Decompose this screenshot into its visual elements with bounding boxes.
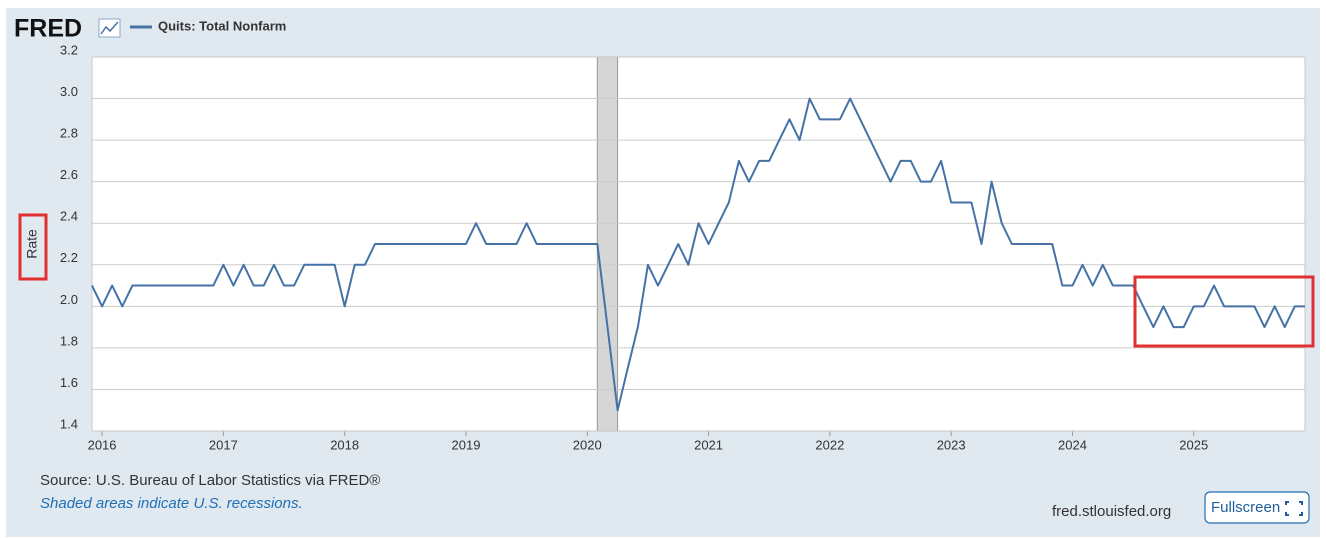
x-tick-label: 2016 xyxy=(88,437,117,452)
plot xyxy=(91,56,1306,436)
button-label[interactable]: Fullscreen xyxy=(1211,499,1280,516)
y-tick-label: 1.8 xyxy=(60,333,78,348)
highlight-box xyxy=(1133,275,1315,348)
plot-area xyxy=(92,57,1305,431)
y-tick-label: 2.8 xyxy=(60,126,78,141)
fullscreen-button[interactable]: Fullscreen xyxy=(1204,491,1310,524)
legend-label: Quits: Total Nonfarm xyxy=(158,18,286,33)
y-tick-label: 2.4 xyxy=(60,209,78,224)
x-tick-label: 2017 xyxy=(209,437,238,452)
note: Shaded areas indicate U.S. recessions. xyxy=(40,495,303,512)
plot-border xyxy=(91,56,1306,432)
x-tick-label: 2018 xyxy=(330,437,359,452)
y-tick-label: 2.0 xyxy=(60,292,78,307)
y-tick-label: 2.6 xyxy=(60,167,78,182)
logo-icon xyxy=(98,18,121,38)
highlight-box xyxy=(18,213,48,281)
x-tick-label: 2023 xyxy=(937,437,966,452)
x-tick-label: 2024 xyxy=(1058,437,1087,452)
logo: FRED xyxy=(14,15,82,43)
x-tick-label: 2025 xyxy=(1179,437,1208,452)
source: Source: U.S. Bureau of Labor Statistics … xyxy=(40,472,380,489)
y-tick-label: 3.0 xyxy=(60,84,78,99)
y-axis-label: Rate xyxy=(24,229,40,259)
x-tick-label: 2019 xyxy=(452,437,481,452)
site: fred.stlouisfed.org xyxy=(1052,503,1171,520)
x-tick-label: 2021 xyxy=(694,437,723,452)
y-tick-label: 1.6 xyxy=(60,375,78,390)
x-tick-label: 2020 xyxy=(573,437,602,452)
series-line xyxy=(91,97,1305,412)
y-tick-label: 3.2 xyxy=(60,42,78,57)
x-tick-label: 2022 xyxy=(815,437,844,452)
y-tick-label: 1.4 xyxy=(60,416,78,431)
y-tick-label: 2.2 xyxy=(60,250,78,265)
recession-shade xyxy=(596,56,619,432)
